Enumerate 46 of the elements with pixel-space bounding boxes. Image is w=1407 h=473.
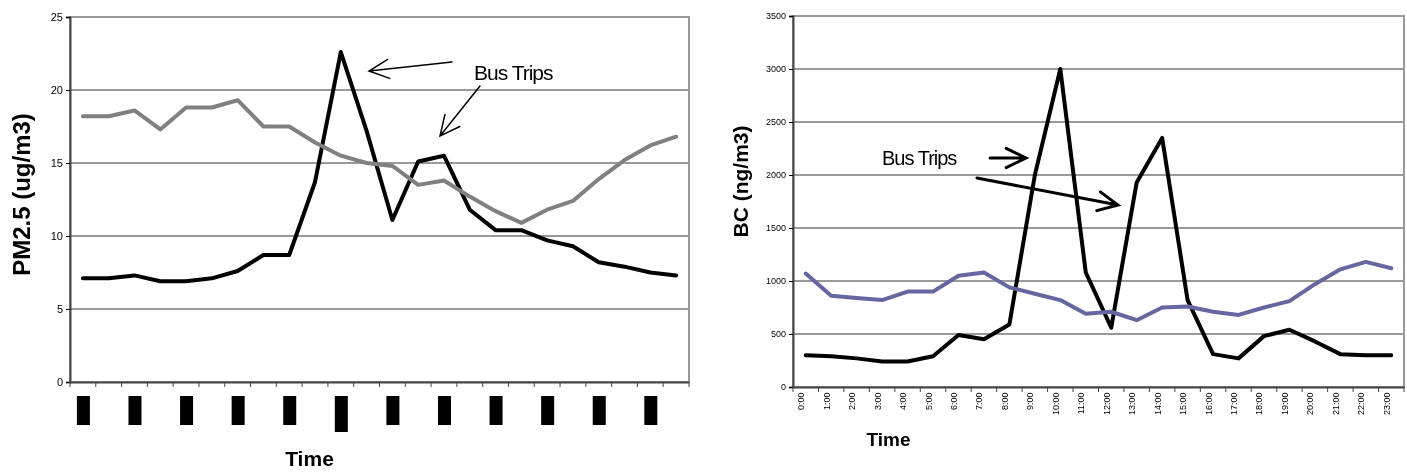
x-tick-label: 9:00 [1025,392,1036,410]
x-tick-label: 11:00 [1076,392,1087,415]
y-tick-label: 0 [56,376,63,389]
y-tick-label: 2500 [765,117,786,128]
x-tick-label: 3:00 [872,392,883,410]
x-tick-label: 13:00 [1127,392,1138,415]
y-tick-label: 0 [780,382,786,393]
y-tick-label: 2000 [765,170,786,181]
line-series [803,259,1394,323]
x-tick-label: 18:00 [1254,392,1265,415]
y-tick-label: 3000 [765,64,786,75]
y-tick-label: 10 [50,230,63,243]
y-tick-label: 5 [56,303,63,316]
x-tick-label: 1:00 [821,392,832,410]
x-tick-label: 22:00 [1356,392,1367,415]
x-tick-label: 14:00 [1152,392,1163,415]
x-tick-label: 16:00 [1203,392,1214,415]
annotation: Bus Trips [474,61,554,84]
x-tick-label: 15:00 [1178,392,1189,415]
x-tick-label: 12:00 [1101,392,1112,415]
x-tick-label: 0:00 [796,392,807,410]
y-tick-label: 3500 [765,11,786,22]
x-axis-title: Time [285,447,334,470]
x-tick-label: 6:00 [948,392,959,410]
x-tick-label: 10:00 [1050,392,1061,415]
x-tick-label: 19:00 [1279,392,1290,415]
y-tick-label: 25 [50,11,63,24]
y-axis-title: BC (ng/m3) [729,125,752,238]
x-tick-label: 17:00 [1229,392,1240,415]
x-tick-label: 4:00 [898,392,909,410]
x-tick-label: 20:00 [1305,392,1316,415]
y-tick-label: 1000 [765,276,786,287]
annotation: Bus Trips [882,147,958,169]
x-tick-label: 2:00 [847,392,858,410]
x-tick-label: 7:00 [974,392,985,410]
x-tick-label: 5:00 [923,392,934,410]
x-tick-label: 21:00 [1330,392,1341,415]
x-axis-title: Time [866,429,911,450]
x-tick-label: 8:00 [999,392,1010,410]
line-series [80,98,679,225]
y-tick-label: 1500 [765,223,786,234]
y-axis-title: PM2.5 (ug/m3) [8,113,35,276]
y-tick-label: 20 [50,84,63,97]
y-tick-label: 15 [50,157,63,170]
y-tick-label: 500 [770,329,786,340]
x-tick-label: 23:00 [1381,392,1392,415]
